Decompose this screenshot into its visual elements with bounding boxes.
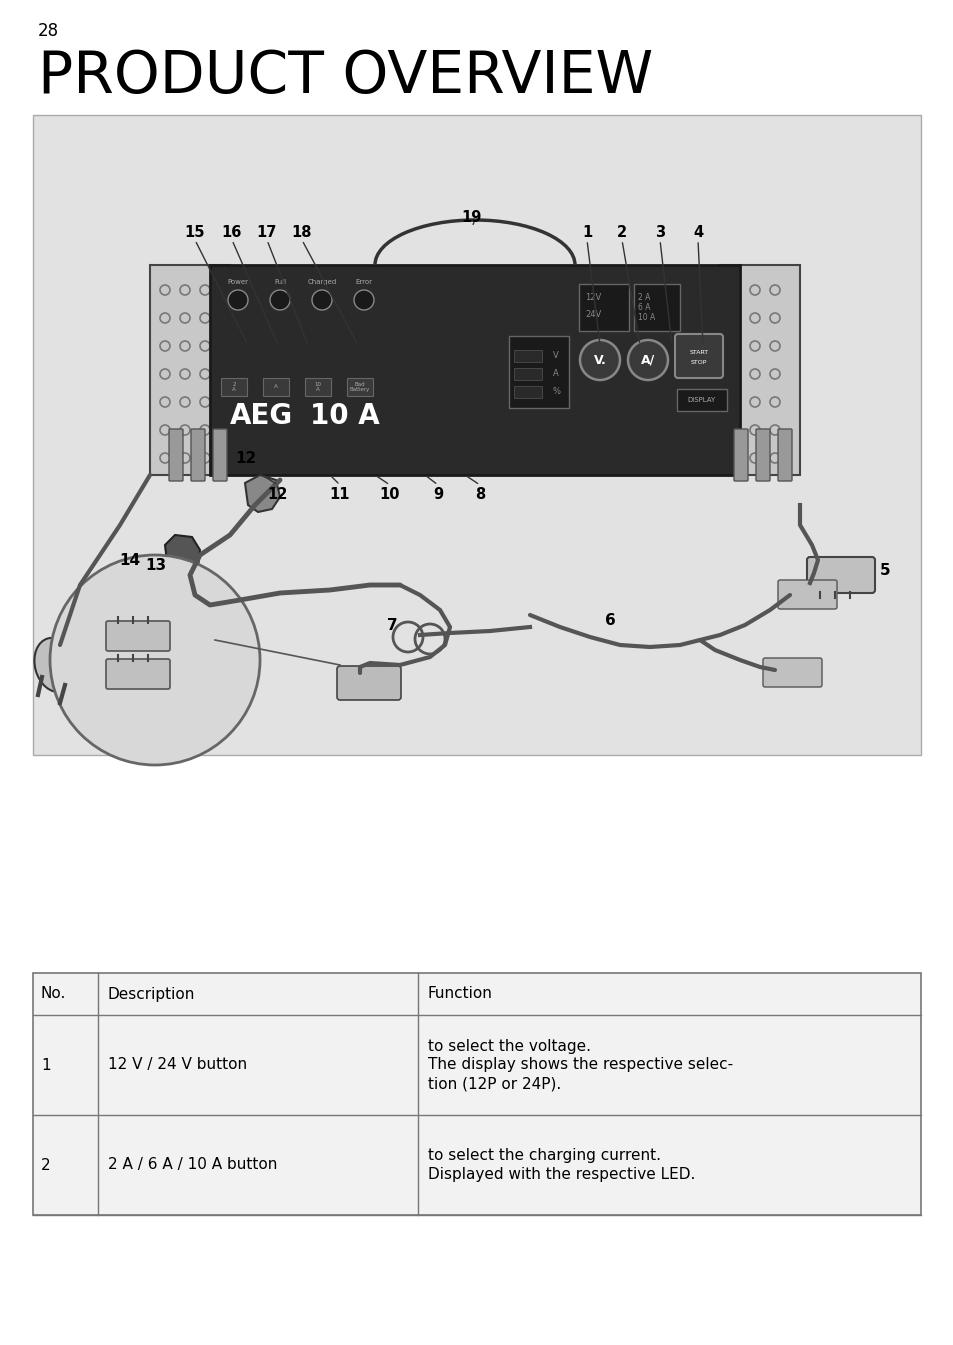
Text: 3: 3 <box>655 225 664 239</box>
Text: 2 A / 6 A / 10 A button: 2 A / 6 A / 10 A button <box>108 1158 277 1173</box>
Text: 10 A: 10 A <box>638 313 655 321</box>
Text: 4: 4 <box>692 225 702 239</box>
Text: tion (12P or 24P).: tion (12P or 24P). <box>428 1076 560 1092</box>
FancyBboxPatch shape <box>514 350 541 362</box>
Circle shape <box>579 340 619 381</box>
Text: 2: 2 <box>617 225 626 239</box>
Text: 15: 15 <box>185 225 205 239</box>
FancyBboxPatch shape <box>305 378 331 395</box>
FancyBboxPatch shape <box>169 429 183 482</box>
Text: 28: 28 <box>38 22 59 40</box>
Text: Displayed with the respective LED.: Displayed with the respective LED. <box>428 1167 695 1182</box>
Text: 5: 5 <box>879 564 890 578</box>
Text: 1: 1 <box>41 1057 51 1072</box>
Text: 2: 2 <box>41 1158 51 1173</box>
Circle shape <box>50 555 260 765</box>
Text: 6: 6 <box>604 613 615 628</box>
Text: Full: Full <box>274 278 286 285</box>
Text: 12V: 12V <box>584 293 600 303</box>
Circle shape <box>354 291 374 309</box>
Text: 19: 19 <box>461 210 481 225</box>
FancyBboxPatch shape <box>336 666 400 699</box>
Text: Function: Function <box>428 986 493 1002</box>
Text: Bad
Battery: Bad Battery <box>350 382 370 393</box>
FancyBboxPatch shape <box>677 389 726 412</box>
Text: AEG: AEG <box>230 402 293 430</box>
FancyBboxPatch shape <box>210 265 740 475</box>
FancyBboxPatch shape <box>720 265 800 475</box>
FancyBboxPatch shape <box>263 378 289 395</box>
FancyBboxPatch shape <box>106 659 170 689</box>
Text: A/: A/ <box>640 354 655 366</box>
Text: 11: 11 <box>330 487 350 502</box>
FancyBboxPatch shape <box>778 580 836 609</box>
Text: A: A <box>274 385 277 390</box>
Text: V.: V. <box>593 354 606 366</box>
FancyBboxPatch shape <box>347 378 373 395</box>
Text: 8: 8 <box>475 487 485 502</box>
Circle shape <box>312 291 332 309</box>
Text: 16: 16 <box>222 225 242 239</box>
Polygon shape <box>245 475 280 512</box>
Text: Error: Error <box>355 278 372 285</box>
FancyBboxPatch shape <box>634 284 679 331</box>
Text: 12 V / 24 V button: 12 V / 24 V button <box>108 1057 247 1072</box>
Text: 1: 1 <box>581 225 592 239</box>
Text: DISPLAY: DISPLAY <box>687 397 716 404</box>
Text: %: % <box>553 387 560 397</box>
Text: to select the charging current.: to select the charging current. <box>428 1149 660 1163</box>
Text: STOP: STOP <box>690 360 706 366</box>
Text: 14: 14 <box>119 553 140 568</box>
FancyBboxPatch shape <box>514 386 541 398</box>
FancyBboxPatch shape <box>509 336 568 408</box>
Text: 10 A: 10 A <box>310 402 379 430</box>
FancyBboxPatch shape <box>106 621 170 651</box>
Text: 6 A: 6 A <box>638 303 650 312</box>
Bar <box>33 972 920 1215</box>
Circle shape <box>627 340 667 381</box>
Text: to select the voltage.: to select the voltage. <box>428 1038 590 1053</box>
Text: 2
A: 2 A <box>232 382 235 393</box>
FancyBboxPatch shape <box>778 429 791 482</box>
Circle shape <box>228 291 248 309</box>
FancyBboxPatch shape <box>762 658 821 687</box>
FancyBboxPatch shape <box>514 369 541 381</box>
Text: A: A <box>553 370 558 378</box>
Text: 2 A: 2 A <box>638 293 650 303</box>
Text: 13: 13 <box>145 558 166 573</box>
Ellipse shape <box>34 638 75 693</box>
Text: PRODUCT OVERVIEW: PRODUCT OVERVIEW <box>38 48 653 105</box>
Text: 10: 10 <box>379 487 400 502</box>
Text: 9: 9 <box>433 487 442 502</box>
Text: V: V <box>553 351 558 360</box>
Text: Charged: Charged <box>307 278 336 285</box>
Text: 17: 17 <box>256 225 277 239</box>
FancyBboxPatch shape <box>733 429 747 482</box>
Text: Description: Description <box>108 986 195 1002</box>
FancyBboxPatch shape <box>755 429 769 482</box>
Text: START: START <box>689 350 708 355</box>
FancyBboxPatch shape <box>675 334 722 378</box>
Text: Power: Power <box>227 278 248 285</box>
FancyBboxPatch shape <box>191 429 205 482</box>
Text: 7: 7 <box>387 617 397 633</box>
Text: 18: 18 <box>292 225 312 239</box>
Bar <box>33 972 920 1215</box>
Circle shape <box>270 291 290 309</box>
Polygon shape <box>174 585 194 603</box>
Text: 24V: 24V <box>584 309 600 319</box>
FancyBboxPatch shape <box>213 429 227 482</box>
Text: No.: No. <box>41 986 67 1002</box>
Text: 10
A: 10 A <box>314 382 321 393</box>
FancyBboxPatch shape <box>150 265 230 475</box>
Polygon shape <box>165 535 200 577</box>
FancyBboxPatch shape <box>221 378 247 395</box>
Text: 12: 12 <box>268 487 288 502</box>
Bar <box>33 116 920 755</box>
Text: 12: 12 <box>235 451 256 465</box>
FancyBboxPatch shape <box>578 284 628 331</box>
Text: The display shows the respective selec-: The display shows the respective selec- <box>428 1057 732 1072</box>
FancyBboxPatch shape <box>806 557 874 593</box>
